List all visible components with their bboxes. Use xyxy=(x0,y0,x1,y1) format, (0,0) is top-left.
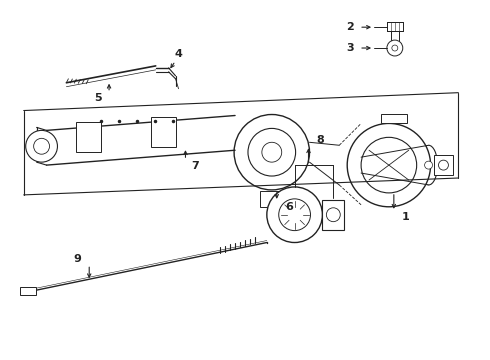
Text: 9: 9 xyxy=(74,255,81,264)
Bar xyxy=(434,155,453,175)
Circle shape xyxy=(347,123,431,207)
Circle shape xyxy=(361,137,416,193)
Circle shape xyxy=(262,142,282,162)
Circle shape xyxy=(279,199,311,231)
Bar xyxy=(151,117,175,147)
Text: 6: 6 xyxy=(286,202,294,212)
Text: 5: 5 xyxy=(95,93,102,103)
Bar xyxy=(387,22,403,31)
Bar xyxy=(322,200,344,230)
Text: 8: 8 xyxy=(317,135,324,145)
Circle shape xyxy=(34,138,49,154)
Bar xyxy=(76,122,101,152)
Text: 2: 2 xyxy=(346,22,354,32)
Bar xyxy=(20,287,36,295)
Bar xyxy=(381,113,407,123)
Circle shape xyxy=(392,45,398,51)
Circle shape xyxy=(234,114,310,190)
Text: 1: 1 xyxy=(402,212,410,222)
Circle shape xyxy=(326,208,340,222)
Text: 7: 7 xyxy=(192,161,199,171)
Text: 3: 3 xyxy=(346,43,354,53)
Circle shape xyxy=(267,187,322,243)
Circle shape xyxy=(439,160,448,170)
Circle shape xyxy=(25,130,57,162)
Circle shape xyxy=(248,129,295,176)
Text: 4: 4 xyxy=(174,49,182,59)
Circle shape xyxy=(425,161,433,169)
Circle shape xyxy=(387,40,403,56)
Bar xyxy=(260,191,284,207)
